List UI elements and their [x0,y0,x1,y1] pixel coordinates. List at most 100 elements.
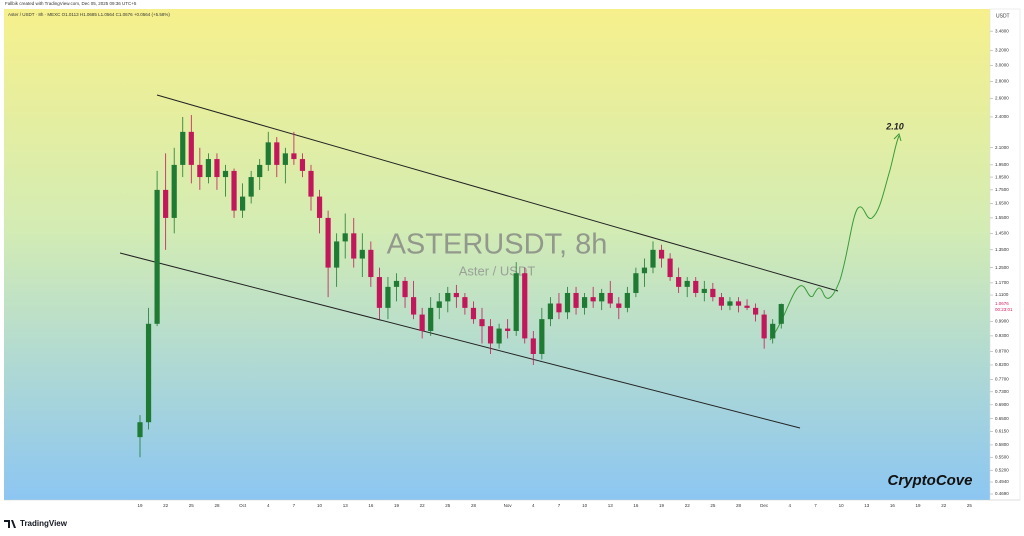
watermark-title: ASTERUSDT, 8h [387,229,608,261]
countdown: 00:23:01 [995,307,1013,312]
y-tick-label: 1.4500 [995,231,1009,236]
x-tick-label: 19 [659,503,665,508]
candle-body [342,233,348,242]
y-tick-label: 2.8000 [995,79,1009,84]
y-tick-label: 0.7300 [995,389,1009,394]
candle-body [137,422,143,438]
candle-body [257,164,263,178]
candle-body [710,288,716,298]
y-tick-label: 1.3500 [995,247,1009,252]
candle-body [291,153,297,160]
price-axis [989,8,1021,501]
y-tick-label: 0.4940 [995,479,1009,484]
candle-body [428,307,434,331]
candle-body [676,277,682,287]
candle-body [573,292,579,308]
candle-body [445,292,451,302]
y-tick-label: 1.8500 [995,174,1009,179]
candle-body [222,170,229,178]
axis-unit: USDT [996,13,1010,19]
candle-body [393,280,400,287]
candle-body [684,280,690,287]
x-tick-label: 16 [368,503,374,508]
candle-body [180,131,186,165]
candle-body [325,217,331,268]
logo-icon [4,520,16,528]
x-tick-label: 10 [582,503,588,508]
candle-body [145,323,152,423]
candle-body [163,189,169,218]
candle-body [735,301,742,306]
x-tick-label: 22 [941,503,947,508]
y-tick-label: 0.5200 [995,467,1009,472]
candle-body [376,277,382,308]
target-annotation: 2.10 [885,121,904,131]
x-tick-label: 7 [293,503,296,508]
candle-body [522,273,528,339]
candle-body [368,249,374,278]
candle-body [351,233,357,259]
y-tick-label: 1.5500 [995,215,1009,220]
candle-body [308,170,314,197]
candle-body [778,304,784,324]
y-tick-label: 0.9300 [995,333,1009,338]
candle-body [205,159,211,178]
candle-body [547,303,553,320]
candle-body [744,305,750,308]
x-tick-label: 7 [558,503,561,508]
candle-body [316,196,323,218]
y-tick-label: 0.8700 [995,348,1009,353]
attribution: Fallbik created with TradingView.com, De… [5,1,137,6]
y-tick-label: 1.1100 [995,292,1009,297]
candle-body [188,131,194,165]
y-tick-label: 1.1700 [995,280,1009,285]
footer-logo: TradingView [4,519,68,528]
x-tick-label: 13 [608,503,614,508]
candle-body [154,189,160,324]
candle-body [770,323,776,339]
y-tick-label: 0.6900 [995,402,1009,407]
candle-body [274,142,280,165]
x-tick-label: 25 [710,503,716,508]
candle-body [513,273,519,331]
candle-body [171,164,177,218]
x-tick-label: 16 [633,503,639,508]
y-tick-label: 1.6500 [995,201,1009,206]
x-tick-label: 4 [532,503,535,508]
candle-body [496,328,502,344]
candle-body [701,288,707,293]
plot-background [4,9,990,500]
x-tick-label: 13 [864,503,870,508]
channel-upper [156,94,839,292]
y-tick-label: 2.4000 [995,114,1009,119]
y-tick-label: 0.5800 [995,442,1009,447]
candle-body [299,159,306,171]
candle-body [650,249,656,268]
x-tick-label: 28 [214,503,220,508]
y-tick-label: 0.6500 [995,416,1009,421]
candle-body [487,326,494,344]
y-tick-label: 0.8200 [995,362,1009,367]
y-tick-label: 1.7500 [995,187,1009,192]
candle-body [590,297,596,302]
x-tick-label: 25 [189,503,195,508]
candle-body [753,307,759,315]
x-tick-label: 22 [163,503,169,508]
x-tick-label: 25 [967,503,973,508]
last-price-label: 1.0676 [995,301,1009,306]
candle-body [479,319,485,327]
x-tick-label: 10 [317,503,323,508]
projection-arrowhead [893,133,902,142]
candle-body [693,280,699,293]
candle-body [282,153,288,165]
y-tick-label: 0.7700 [995,377,1009,382]
candle-body [402,280,408,298]
x-tick-label: 19 [916,503,922,508]
candle-body [411,297,417,315]
footer-brand: TradingView [20,519,68,528]
candle-body [599,292,605,302]
y-tick-label: 0.9900 [995,319,1009,324]
candle-body [582,297,588,308]
candle-body [436,301,442,308]
